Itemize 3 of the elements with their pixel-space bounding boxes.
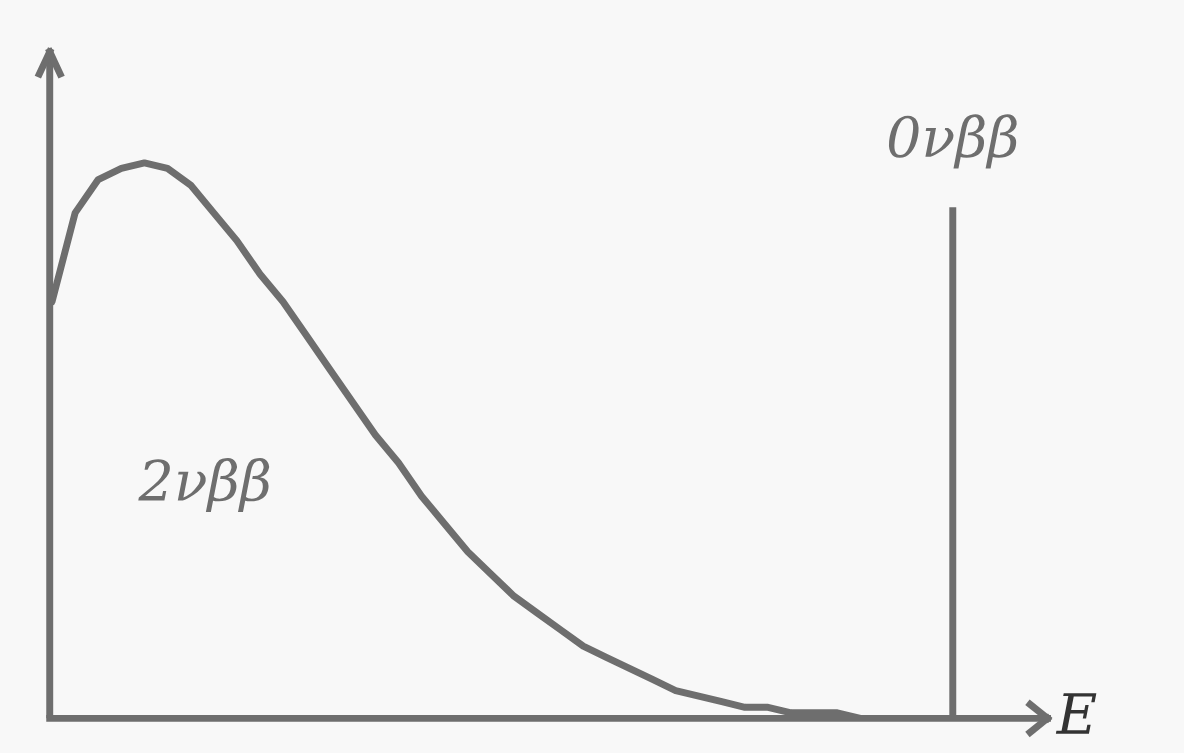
series-label: 2νββ: [138, 458, 270, 513]
annotation: 0νββ: [888, 114, 1017, 169]
x-axis-title: E: [1055, 693, 1097, 734]
